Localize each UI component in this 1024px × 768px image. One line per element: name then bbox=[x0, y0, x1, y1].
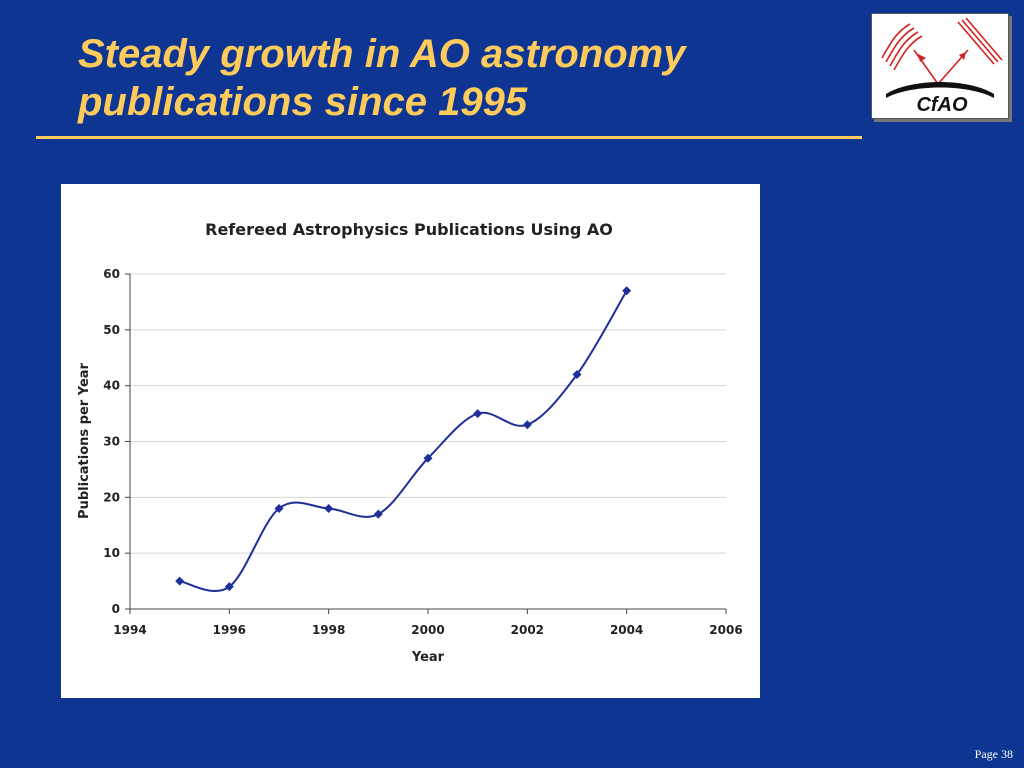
y-tick-label: 30 bbox=[103, 435, 120, 449]
y-tick-label: 50 bbox=[103, 323, 120, 337]
data-point-marker bbox=[224, 582, 234, 592]
publications-line-chart: Refereed Astrophysics Publications Using… bbox=[77, 220, 743, 665]
chart-title: Refereed Astrophysics Publications Using… bbox=[205, 220, 613, 239]
y-tick-label: 20 bbox=[103, 490, 120, 504]
data-point-marker bbox=[522, 420, 532, 430]
cfao-logo-text: CfAO bbox=[916, 94, 968, 116]
data-point-marker bbox=[473, 409, 483, 419]
data-point-marker bbox=[423, 453, 433, 463]
data-point-marker bbox=[324, 504, 334, 513]
chart-panel: Refereed Astrophysics Publications Using… bbox=[61, 184, 760, 698]
y-tick-label: 0 bbox=[112, 602, 120, 616]
cfao-logo: CfAO bbox=[871, 13, 1009, 119]
x-tick-label: 1994 bbox=[113, 623, 146, 637]
slide-title-line-1: Steady growth in AO astronomy bbox=[78, 32, 686, 76]
x-tick-label: 1996 bbox=[213, 623, 246, 637]
cfao-logo-icon: CfAO bbox=[881, 17, 1003, 116]
data-point-marker bbox=[175, 576, 185, 586]
page-number: Page 38 bbox=[974, 747, 1013, 761]
title-underline bbox=[36, 136, 862, 139]
x-tick-label: 2004 bbox=[610, 623, 643, 637]
y-tick-label: 40 bbox=[103, 379, 120, 393]
y-tick-label: 10 bbox=[103, 546, 120, 560]
y-tick-label: 60 bbox=[103, 267, 120, 281]
x-tick-label: 2006 bbox=[709, 623, 742, 637]
x-tick-label: 2002 bbox=[511, 623, 544, 637]
data-point-marker bbox=[622, 286, 632, 296]
x-axis-label: Year bbox=[411, 650, 445, 665]
data-point-marker bbox=[373, 509, 383, 519]
data-point-marker bbox=[572, 370, 582, 379]
x-tick-label: 1998 bbox=[312, 623, 345, 637]
series-line bbox=[179, 290, 628, 593]
data-point-marker bbox=[274, 504, 284, 513]
slide-title: Steady growth in AO astronomy publicatio… bbox=[78, 30, 685, 126]
slide-title-line-2: publications since 1995 bbox=[78, 80, 528, 124]
x-tick-label: 2000 bbox=[411, 623, 444, 637]
y-axis-label: Publications per Year bbox=[77, 362, 92, 518]
